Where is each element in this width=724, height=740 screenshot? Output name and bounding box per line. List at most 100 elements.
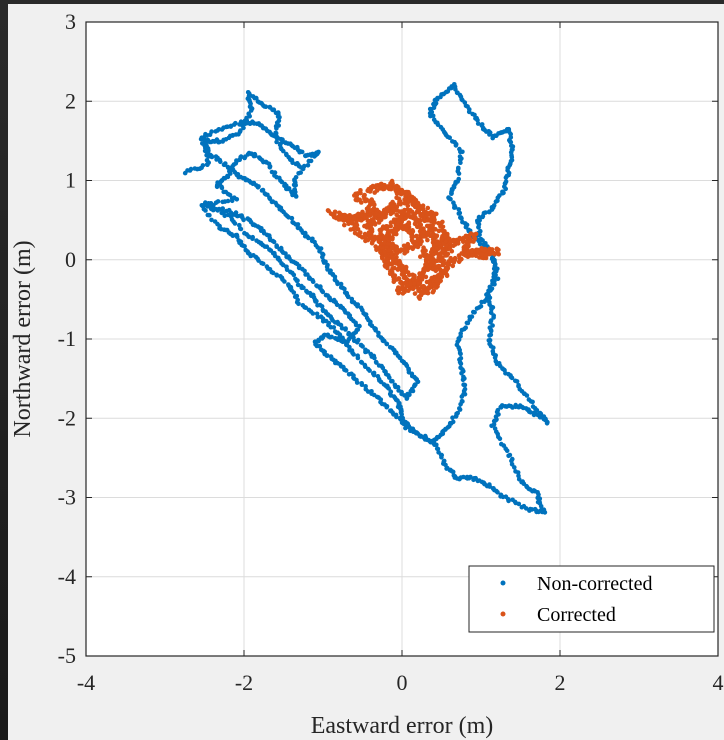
data-point bbox=[434, 277, 440, 283]
tick-marks bbox=[85, 21, 719, 657]
data-point bbox=[373, 244, 379, 249]
data-point bbox=[399, 209, 404, 214]
data-point bbox=[415, 285, 420, 290]
y-tick-label: 1 bbox=[65, 168, 76, 193]
data-point bbox=[425, 237, 430, 243]
data-point bbox=[203, 208, 208, 213]
data-point bbox=[450, 139, 455, 144]
data-point bbox=[457, 210, 463, 216]
data-point bbox=[369, 389, 374, 394]
data-point bbox=[431, 214, 436, 219]
data-point bbox=[207, 212, 212, 218]
data-point bbox=[296, 301, 301, 307]
data-point bbox=[299, 149, 305, 155]
data-point bbox=[537, 410, 543, 416]
data-point bbox=[402, 281, 407, 286]
series-corrected bbox=[325, 178, 502, 301]
data-point bbox=[363, 198, 368, 204]
x-tick-label: 0 bbox=[397, 670, 408, 695]
data-point bbox=[487, 341, 492, 347]
data-point bbox=[503, 186, 509, 192]
data-point bbox=[457, 407, 463, 412]
data-point bbox=[390, 181, 395, 186]
data-point bbox=[310, 311, 316, 316]
data-point bbox=[494, 268, 499, 274]
data-point bbox=[367, 213, 373, 218]
data-point bbox=[274, 273, 280, 278]
data-point bbox=[329, 334, 334, 340]
data-point bbox=[368, 208, 373, 213]
data-point bbox=[415, 200, 421, 206]
data-point bbox=[274, 136, 280, 141]
x-tick-label: -4 bbox=[77, 670, 95, 695]
data-point bbox=[281, 148, 286, 154]
series-layer bbox=[182, 82, 550, 515]
data-point bbox=[445, 262, 451, 267]
data-point bbox=[400, 287, 406, 292]
data-point bbox=[242, 244, 247, 249]
data-point bbox=[277, 115, 282, 120]
data-point bbox=[359, 381, 365, 386]
data-point bbox=[407, 392, 412, 398]
legend: Non-corrected Corrected bbox=[468, 565, 715, 633]
data-point bbox=[385, 207, 391, 213]
data-point bbox=[432, 282, 437, 288]
data-point bbox=[476, 224, 481, 230]
data-point bbox=[382, 249, 387, 254]
data-point bbox=[341, 218, 347, 223]
data-point bbox=[488, 332, 494, 338]
data-point bbox=[274, 243, 280, 248]
data-point bbox=[487, 132, 492, 137]
data-point bbox=[493, 199, 499, 204]
data-point bbox=[466, 109, 472, 115]
data-point bbox=[459, 394, 465, 399]
data-point bbox=[301, 285, 306, 291]
data-point bbox=[359, 213, 364, 218]
data-point bbox=[263, 104, 269, 109]
data-point bbox=[490, 348, 496, 354]
data-point bbox=[314, 298, 319, 304]
data-point bbox=[412, 274, 417, 279]
data-point bbox=[289, 189, 294, 195]
data-point bbox=[296, 171, 301, 176]
data-point bbox=[391, 207, 396, 212]
data-point bbox=[396, 266, 401, 272]
data-point bbox=[201, 202, 207, 208]
data-point bbox=[440, 219, 445, 225]
data-point bbox=[274, 139, 279, 145]
data-point bbox=[440, 247, 446, 253]
data-point bbox=[451, 200, 456, 205]
data-point bbox=[488, 310, 494, 316]
data-point bbox=[471, 232, 477, 237]
data-point bbox=[444, 273, 450, 279]
data-point bbox=[209, 217, 214, 223]
data-point bbox=[322, 332, 327, 338]
data-point bbox=[398, 199, 403, 204]
data-point bbox=[459, 371, 464, 376]
data-point bbox=[503, 175, 509, 180]
data-point bbox=[530, 404, 536, 409]
data-point bbox=[457, 146, 462, 152]
data-point bbox=[462, 382, 468, 388]
data-point bbox=[342, 222, 347, 228]
data-point bbox=[493, 272, 498, 278]
data-point bbox=[416, 294, 422, 300]
data-point bbox=[346, 372, 352, 377]
data-point bbox=[535, 499, 541, 505]
data-point bbox=[220, 199, 225, 205]
data-point bbox=[397, 415, 403, 421]
data-point bbox=[463, 252, 468, 258]
data-point bbox=[353, 191, 359, 197]
data-point bbox=[305, 163, 311, 168]
data-point bbox=[513, 378, 518, 384]
data-point bbox=[411, 428, 416, 433]
data-point bbox=[262, 191, 268, 196]
data-point bbox=[425, 211, 431, 216]
data-point bbox=[372, 355, 377, 361]
data-point bbox=[436, 220, 441, 226]
data-point bbox=[328, 354, 334, 359]
data-point bbox=[381, 210, 386, 216]
data-point bbox=[330, 212, 336, 217]
